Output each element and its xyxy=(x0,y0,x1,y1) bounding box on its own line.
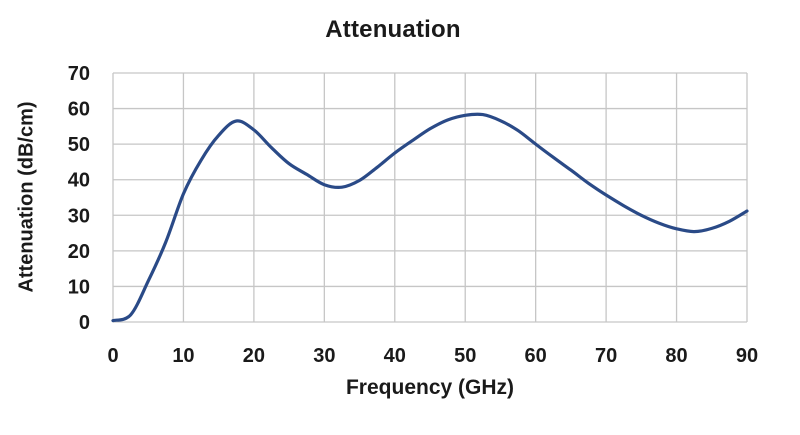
y-tick-label: 70 xyxy=(68,63,90,85)
y-tick-label: 30 xyxy=(68,205,90,227)
y-tick-label: 40 xyxy=(68,170,90,192)
x-tick-label: 40 xyxy=(384,345,406,367)
x-tick-label: 10 xyxy=(172,345,194,367)
attenuation-curve xyxy=(111,112,749,323)
chart-title: Attenuation xyxy=(325,16,461,43)
x-tick-label: 70 xyxy=(595,345,617,367)
x-tick-label: 20 xyxy=(243,345,265,367)
x-tick-label: 0 xyxy=(107,345,118,367)
x-tick-label: 30 xyxy=(313,345,335,367)
x-tick-label: 80 xyxy=(665,345,687,367)
y-tick-label: 10 xyxy=(68,276,90,298)
x-axis-title: Frequency (GHz) xyxy=(345,376,515,399)
x-tick-label: 50 xyxy=(454,345,476,367)
x-tick-label: 90 xyxy=(736,345,758,367)
y-tick-label: 60 xyxy=(68,99,90,121)
y-tick-label: 50 xyxy=(68,134,90,156)
y-tick-label: 20 xyxy=(68,241,90,263)
y-tick-label: 0 xyxy=(79,312,90,334)
x-tick-label: 60 xyxy=(525,345,547,367)
